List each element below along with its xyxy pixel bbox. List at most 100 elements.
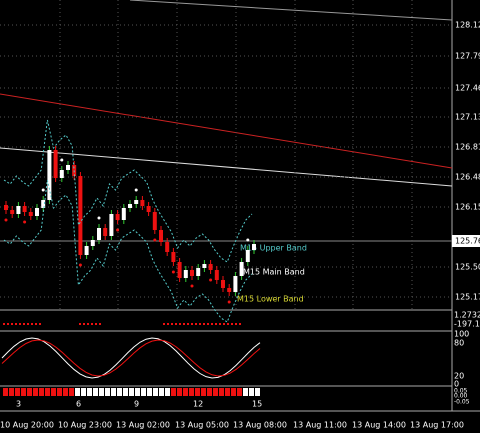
dot — [239, 323, 241, 325]
histogram-box — [243, 388, 248, 396]
candle-body — [28, 212, 33, 216]
dot — [87, 323, 89, 325]
candle-body — [115, 214, 120, 220]
histogram-box — [57, 388, 62, 396]
histogram-box — [3, 388, 8, 396]
stoch-main — [1, 337, 261, 379]
dot — [227, 323, 229, 325]
candle-body — [171, 252, 176, 262]
histogram-box — [123, 388, 128, 396]
candle-body — [245, 250, 250, 262]
candle-body — [177, 262, 182, 278]
histogram-box — [201, 388, 206, 396]
candle-body — [84, 246, 89, 255]
histogram-box — [33, 388, 38, 396]
bar-number: 3 — [16, 400, 21, 409]
candle-body — [121, 208, 126, 220]
histogram-box — [237, 388, 242, 396]
signal-dot — [153, 238, 157, 242]
histogram-box — [189, 388, 194, 396]
histogram-box — [15, 388, 20, 396]
histogram-box — [195, 388, 200, 396]
histogram-box — [231, 388, 236, 396]
candle-body — [35, 208, 39, 216]
signal-dot — [227, 300, 231, 304]
dot — [27, 323, 29, 325]
dot — [187, 323, 189, 325]
dot — [223, 323, 225, 325]
indicator-label: -0.05 — [454, 399, 470, 406]
time-label: 10 Aug 20:00 — [0, 421, 54, 430]
candle-body — [233, 276, 238, 292]
time-label: 10 Aug 23:00 — [58, 421, 112, 430]
dot — [191, 323, 193, 325]
indicator-label: 100 — [454, 330, 469, 339]
indicator-label: -197.19 — [454, 320, 480, 329]
dot — [235, 323, 237, 325]
histogram-box — [207, 388, 212, 396]
indicator-label: 0 — [454, 380, 459, 389]
indicator-label: 0.05 — [454, 388, 468, 395]
histogram-box — [117, 388, 122, 396]
signal-dot — [60, 158, 64, 162]
signal-dot — [190, 284, 194, 288]
candle-body — [214, 270, 219, 280]
dot — [39, 323, 41, 325]
candle-body — [227, 288, 232, 292]
histogram-box — [111, 388, 116, 396]
bar-number: 6 — [76, 400, 81, 409]
price-label: 125.50 — [455, 263, 480, 272]
price-label: 126.81 — [455, 143, 480, 152]
dot — [175, 323, 177, 325]
candle-body — [134, 200, 139, 204]
price-label: 128.12 — [455, 21, 480, 30]
candle-body — [239, 262, 244, 276]
dot — [31, 323, 33, 325]
dot — [207, 323, 209, 325]
band-line — [3, 179, 253, 323]
histogram-box — [87, 388, 92, 396]
histogram-box — [249, 388, 254, 396]
time-label: 13 Aug 11:00 — [293, 421, 347, 430]
histogram-box — [147, 388, 152, 396]
dot — [11, 323, 13, 325]
dot — [231, 323, 233, 325]
signal-dot — [116, 228, 120, 232]
dot — [163, 323, 165, 325]
dot — [179, 323, 181, 325]
candle-body — [90, 240, 95, 246]
histogram-box — [69, 388, 74, 396]
time-label: 13 Aug 08:00 — [233, 421, 287, 430]
candle-body — [97, 228, 101, 240]
signal-dot — [41, 188, 45, 192]
histogram-box — [105, 388, 110, 396]
candle-body — [109, 214, 114, 236]
bar-number: 12 — [193, 400, 203, 409]
price-label: 127.13 — [455, 113, 480, 122]
indicator-label: 80 — [454, 339, 464, 348]
dot — [91, 323, 93, 325]
dot — [15, 323, 17, 325]
signal-dot — [209, 278, 213, 282]
histogram-box — [129, 388, 134, 396]
histogram-box — [45, 388, 50, 396]
dot — [83, 323, 85, 325]
signal-dot — [134, 188, 138, 192]
histogram-box — [141, 388, 146, 396]
dot — [95, 323, 97, 325]
candle-body — [196, 268, 201, 276]
candle-body — [103, 228, 108, 236]
histogram-box — [51, 388, 56, 396]
histogram-box — [177, 388, 182, 396]
histogram-box — [9, 388, 14, 396]
price-label: 125.76 — [455, 237, 480, 246]
price-label: 125.17 — [455, 293, 480, 302]
histogram-box — [93, 388, 98, 396]
trend-line — [0, 93, 453, 169]
candle-body — [202, 264, 207, 268]
candle-body — [146, 206, 151, 212]
candle-body — [4, 205, 8, 210]
histogram-box — [81, 388, 86, 396]
histogram-box — [219, 388, 224, 396]
